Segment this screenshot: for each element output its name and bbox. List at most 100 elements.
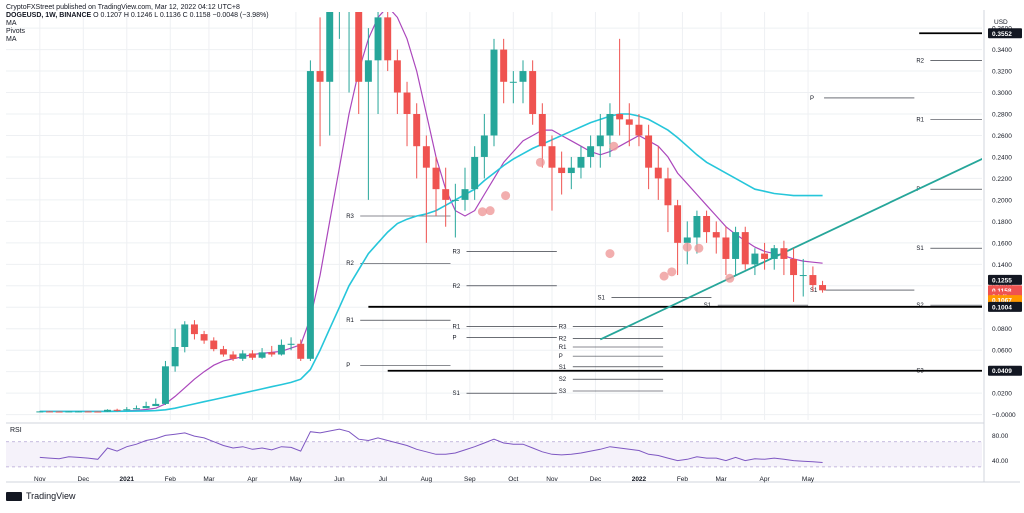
tradingview-mark-icon (6, 491, 22, 501)
symbol-line: DOGEUSD, 1W, BINANCE O 0.1207 H 0.1246 L… (6, 12, 269, 20)
candle-body-down (384, 17, 392, 61)
candle-body-up (606, 114, 614, 136)
time-axis-tick: Feb (165, 476, 177, 483)
candle-body-up (326, 12, 334, 82)
price-badge (988, 365, 1022, 376)
candle-body-up (471, 156, 479, 190)
candle-body-up (171, 346, 179, 367)
time-axis-tick: Jul (379, 476, 388, 483)
candle-body-down (538, 114, 546, 147)
pivot-level-label: S1 (559, 365, 567, 371)
time-axis-tick: Jun (334, 476, 345, 483)
pivot-level-label: S1 (810, 288, 818, 294)
price-badge (988, 274, 1022, 285)
price-axis-tick: 0.2000 (992, 197, 1012, 204)
candle-body-up (693, 216, 701, 238)
pivot-level-label: R2 (916, 58, 924, 64)
candle-body-up (74, 411, 82, 413)
candle-body-down (548, 146, 556, 168)
time-axis-tick: Dec (78, 476, 90, 483)
pivot-level-label: S1 (916, 246, 924, 252)
pivot-level-label: P (559, 354, 563, 360)
time-axis-tick: Nov (34, 476, 46, 483)
moving-average-slow (39, 113, 823, 413)
pivot-level-label: P (346, 363, 350, 369)
pivot-level-label: R2 (453, 284, 461, 290)
candle-body-down (761, 253, 769, 259)
price-badge-label: 0.0409 (992, 368, 1012, 375)
time-axis-tick: Aug (421, 476, 433, 483)
time-axis-tick: 2022 (632, 476, 647, 483)
time-axis-tick: Mar (203, 476, 215, 483)
pivot-marker (694, 243, 704, 253)
candle-body-down (625, 119, 633, 125)
ohlc-readout: O 0.1207 H 0.1246 L 0.1136 C 0.1158 −0.0… (93, 12, 269, 19)
candle-body-up (587, 146, 595, 157)
time-axis-tick: May (802, 476, 815, 483)
pivot-level-label: R1 (453, 325, 461, 331)
price-axis-tick: 0.1400 (992, 262, 1012, 269)
pivot-marker (485, 206, 495, 216)
candle-body-up (770, 248, 778, 259)
candle-body-up (509, 81, 517, 83)
price-axis-tick: 0.1800 (992, 219, 1012, 226)
candle-body-down (46, 411, 53, 413)
pivot-level-label: R2 (559, 336, 567, 342)
price-badge-label: 0.1067 (992, 298, 1012, 305)
price-badge-label: 0.3552 (992, 31, 1012, 38)
time-axis-tick: 2021 (120, 476, 135, 483)
moving-average-fast (39, 12, 823, 412)
rsi-band (6, 441, 982, 467)
price-badge-label: 0.1255 (992, 277, 1012, 284)
candle-body-down (229, 354, 237, 359)
indicator-ma-1[interactable]: MA (6, 20, 17, 27)
price-badge-label: 0.1158 (992, 288, 1012, 295)
candle-body-down (712, 232, 720, 238)
time-axis-tick: May (290, 476, 303, 483)
candle-body-down (819, 285, 827, 291)
candle-body-down (674, 205, 682, 243)
indicator-ma-2[interactable]: MA (6, 36, 17, 43)
published-line: CryptoFXStreet published on TradingView.… (6, 4, 240, 11)
price-axis-tick: 0.2600 (992, 133, 1012, 140)
candle-body-up (103, 409, 111, 412)
candle-body-down (297, 343, 305, 359)
candle-body-up (258, 352, 266, 358)
candle-body-up (132, 408, 140, 410)
candle-body-up (374, 17, 382, 61)
price-badge (988, 301, 1022, 312)
candle-body-up (577, 156, 585, 168)
candle-body-up (239, 353, 247, 359)
price-badge (988, 28, 1022, 39)
price-axis-tick: 0.3000 (992, 90, 1012, 97)
candle-body-down (500, 49, 508, 82)
time-axis-tick: Dec (590, 476, 602, 483)
trendline-ascending (599, 157, 982, 341)
rsi-axis-tick: 40.00 (992, 458, 1009, 465)
price-axis-tick: 0.2800 (992, 112, 1012, 119)
tradingview-logo[interactable]: TradingView (6, 491, 76, 501)
pivot-level-label: R3 (346, 214, 354, 220)
pivot-level-label: R2 (346, 261, 354, 267)
candle-body-up (277, 344, 285, 355)
price-axis-tick: 0.1600 (992, 240, 1012, 247)
candle-body-down (780, 248, 788, 259)
candle-body-down (790, 258, 798, 276)
price-axis-unit: USD (994, 19, 1008, 26)
time-axis-tick: Mar (715, 476, 727, 483)
candle-body-down (84, 411, 92, 413)
candle-body-up (567, 167, 575, 174)
price-axis-tick: −0.0000 (992, 412, 1016, 419)
candle-body-up (287, 343, 295, 345)
candle-body-up (799, 275, 807, 277)
pivot-marker (659, 271, 669, 281)
candle-body-down (529, 71, 537, 114)
candle-body-up (490, 49, 498, 136)
indicator-pivots[interactable]: Pivots (6, 28, 26, 35)
candle-body-down (741, 232, 749, 265)
pivot-marker (477, 207, 487, 217)
candle-body-down (809, 275, 817, 286)
time-axis-tick: Oct (508, 476, 518, 483)
